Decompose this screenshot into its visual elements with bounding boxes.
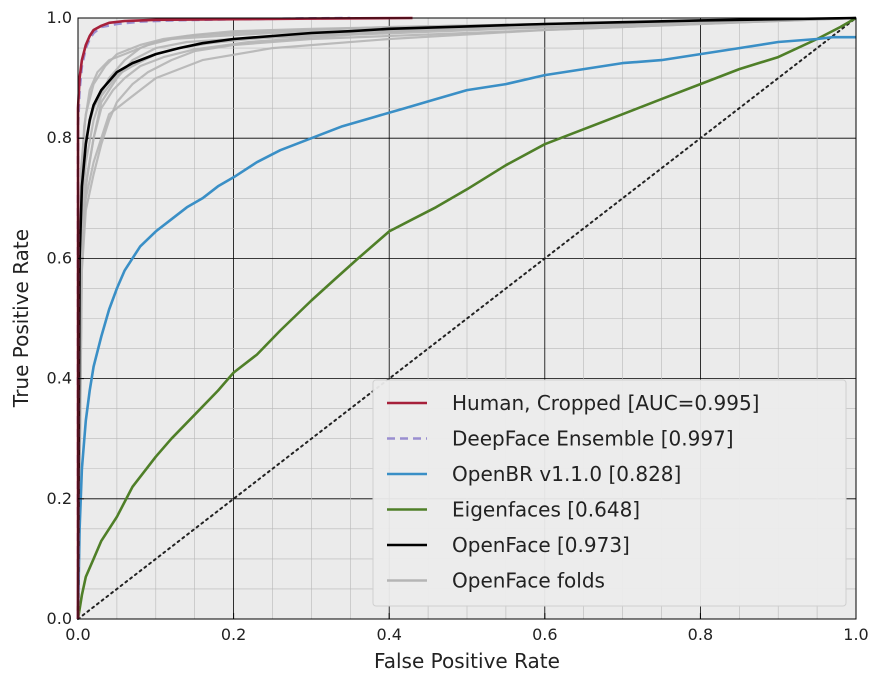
y-tick-label: 0.2 — [47, 489, 72, 508]
legend-box — [372, 379, 847, 607]
legend-label: Human, Cropped [AUC=0.995] — [452, 391, 759, 415]
legend-label: OpenFace [0.973] — [452, 533, 630, 557]
series-line-eigenfaces — [76, 16, 857, 620]
series-lines — [76, 16, 857, 620]
x-tick-label: 0.2 — [221, 625, 246, 644]
y-tick-label: 0.0 — [47, 609, 72, 628]
x-tick-label: 0.4 — [376, 625, 401, 644]
series-line-human — [76, 16, 413, 619]
y-axis-title: True Positive Rate — [9, 229, 33, 408]
series-line-openface — [76, 16, 857, 620]
openface-fold-line — [76, 16, 857, 620]
legend-label: OpenFace folds — [452, 569, 605, 593]
y-tick-label: 0.6 — [47, 248, 72, 267]
legend-label: Eigenfaces [0.648] — [452, 498, 640, 522]
series-line-openbr — [76, 35, 856, 620]
legend: Human, Cropped [AUC=0.995] DeepFace Ensem… — [372, 379, 847, 607]
legend-label: OpenBR v1.1.0 [0.828] — [452, 462, 681, 486]
x-tick-label: 0.8 — [688, 625, 713, 644]
legend-label: DeepFace Ensemble [0.997] — [452, 427, 734, 451]
y-tick-label: 0.8 — [47, 128, 72, 147]
y-tick-label: 1.0 — [47, 8, 72, 27]
x-tick-label: 0.6 — [532, 625, 557, 644]
x-axis-title: False Positive Rate — [374, 649, 560, 673]
plot-frame — [77, 17, 857, 620]
chance-diagonal-line — [77, 17, 857, 620]
axis-ticks: 0.0 0.2 0.4 0.6 0.8 1.0 0.0 0.2 0.4 0.6 0.8 1.0 — [47, 8, 869, 644]
openface-fold-line — [76, 16, 857, 620]
y-tick-label: 0.4 — [47, 369, 72, 388]
openface-fold-line — [76, 16, 857, 620]
x-tick-label: 0.0 — [65, 625, 90, 644]
x-tick-label: 1.0 — [843, 625, 868, 644]
